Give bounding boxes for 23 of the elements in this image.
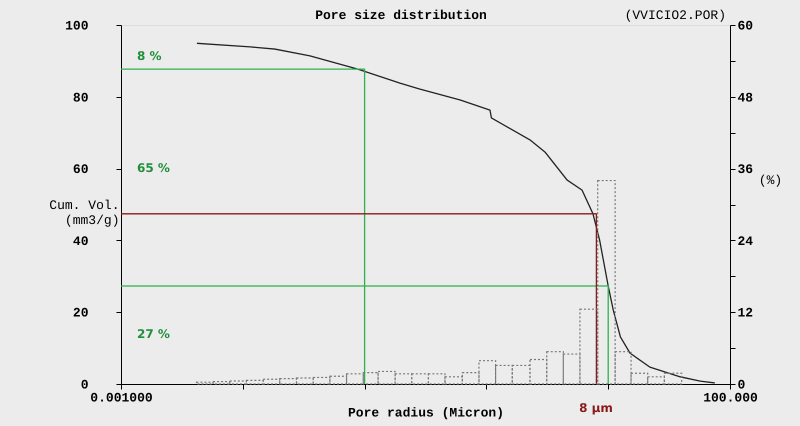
text: (VVICIO2.POR): [624, 8, 726, 23]
y-axis-title: Cum. Vol. (mm3/g): [49, 198, 120, 228]
annotation: 27 %: [137, 327, 170, 341]
x-tick-label: 100.000: [703, 390, 758, 406]
annotation: 65 %: [137, 161, 170, 175]
y-tick-label: 0: [80, 378, 89, 392]
chart-title: Pore size distribution: [315, 8, 488, 23]
y-tick-label: 100: [65, 18, 89, 34]
y2-tick-label: 60: [738, 18, 754, 34]
y-tick-label: 40: [72, 234, 89, 249]
y2-tick-label: 0: [738, 378, 746, 392]
annotation: 8 %: [137, 49, 162, 63]
y-tick-label: 20: [72, 306, 89, 321]
y2-tick-label: 12: [738, 306, 754, 321]
y-tick-label: 80: [72, 90, 89, 106]
y2-tick-label: 36: [738, 162, 754, 178]
y2-tick-label: 48: [738, 90, 754, 106]
x-axis-title: Pore radius (Micron): [348, 406, 504, 420]
x-tick-label: 0.001000: [90, 390, 153, 406]
y2-axis-title: (%): [758, 173, 782, 188]
text: 8 µm: [579, 401, 613, 415]
y2-tick-label: 24: [738, 234, 754, 249]
y-tick-label: 60: [72, 162, 89, 178]
